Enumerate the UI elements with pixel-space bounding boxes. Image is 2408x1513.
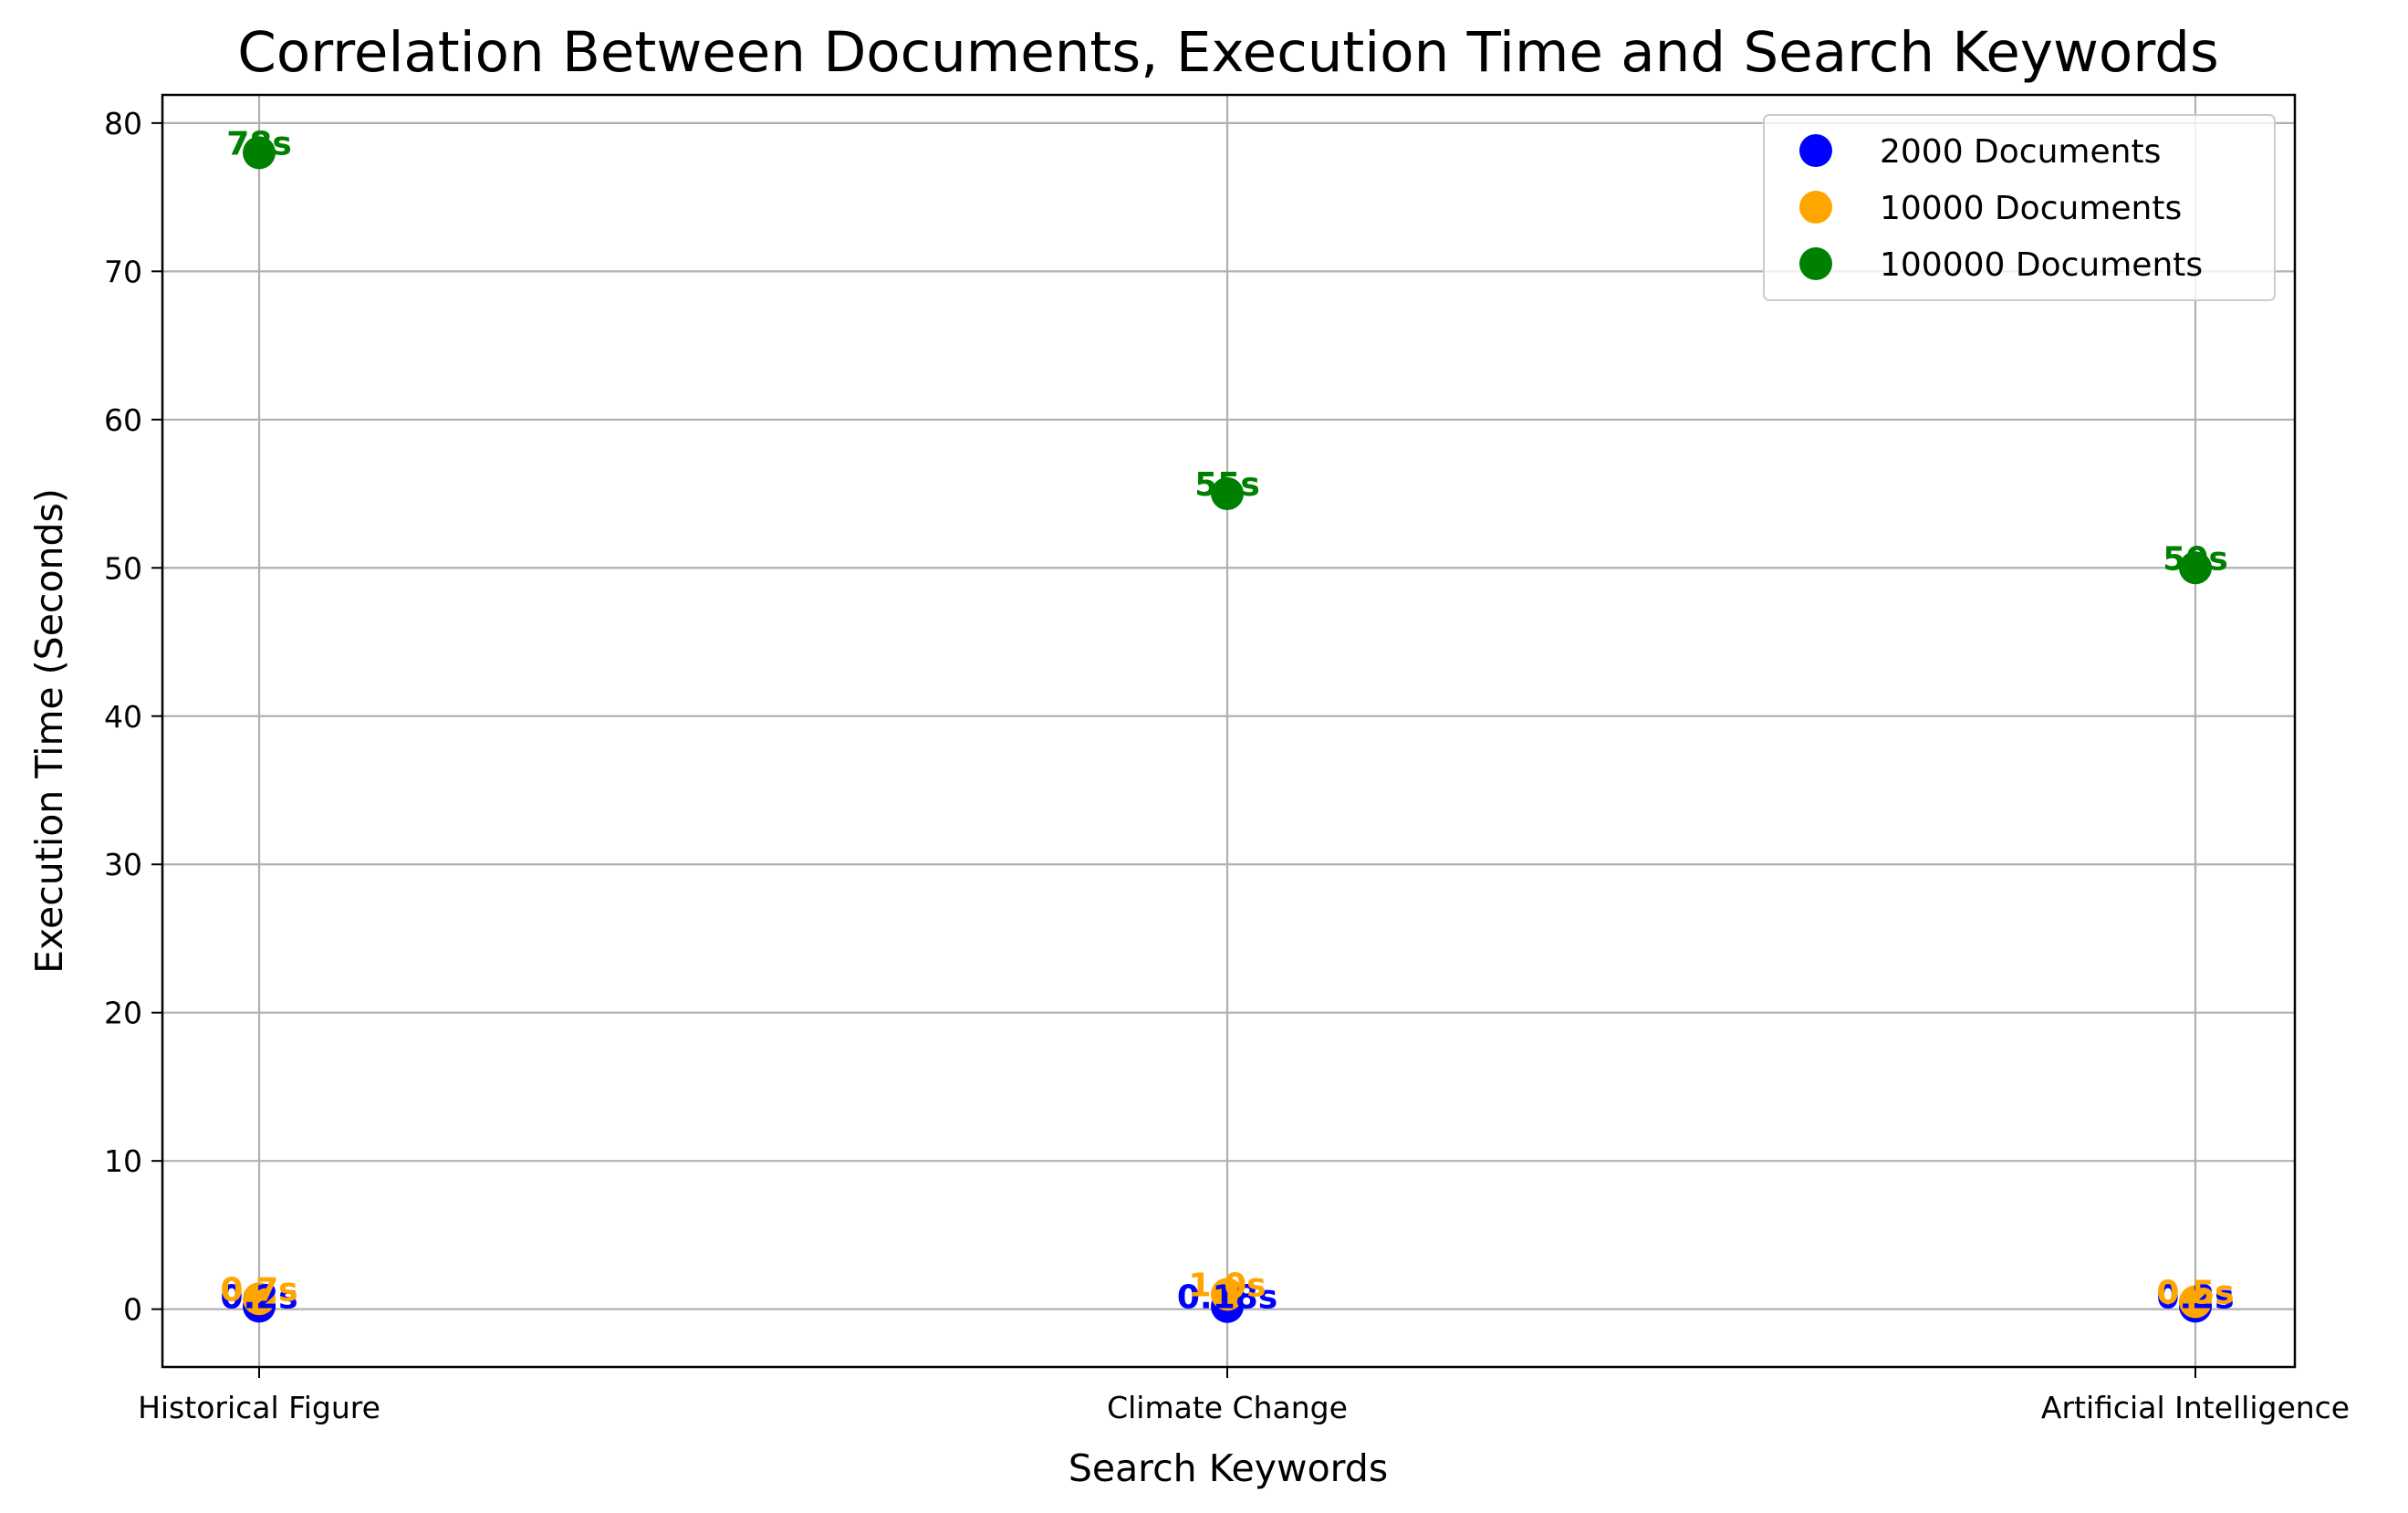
- y-tick-label: 50: [104, 550, 142, 586]
- grid: [162, 95, 2295, 1367]
- legend-marker: [1799, 191, 1832, 224]
- y-tick-label: 40: [104, 699, 142, 735]
- data-label: 0.18s: [1177, 1279, 1277, 1317]
- y-tick-label: 0: [123, 1292, 142, 1328]
- legend-label: 2000 Documents: [1880, 133, 2161, 171]
- y-tick-label: 30: [104, 847, 142, 882]
- y-tick-label: 70: [104, 254, 142, 289]
- x-tick-label: Historical Figure: [138, 1390, 380, 1425]
- data-point: [1211, 1278, 1244, 1311]
- data-label: 1.0s: [1188, 1267, 1266, 1304]
- data-label: 55s: [1194, 466, 1260, 504]
- axis-ticks: 0 10 20 30 40 50 60 70 80 Historical Figure Climat…: [104, 106, 2350, 1425]
- x-tick-label: Climate Change: [1107, 1390, 1348, 1425]
- data-label: 50s: [2163, 540, 2228, 578]
- data-point: [243, 1282, 276, 1316]
- data-point: [243, 136, 276, 170]
- y-tick-label: 10: [104, 1143, 142, 1179]
- data-label: 0.5s: [2156, 1275, 2234, 1312]
- y-tick-label: 60: [104, 402, 142, 438]
- legend-label: 100000 Documents: [1880, 246, 2203, 284]
- chart-title: Correlation Between Documents, Execution…: [237, 20, 2218, 85]
- data-points: [243, 136, 2212, 1323]
- data-label: 78s: [226, 125, 292, 162]
- y-tick-label: 80: [104, 106, 142, 141]
- data-point: [2179, 1285, 2212, 1319]
- x-axis-label: Search Keywords: [1068, 1446, 1388, 1490]
- plot-area-frame: [161, 93, 2297, 1369]
- y-tick-label: 20: [104, 996, 142, 1031]
- legend-marker: [1799, 134, 1832, 167]
- legend-label: 10000 Documents: [1880, 190, 2182, 227]
- data-point: [1211, 477, 1244, 511]
- y-axis-label: Execution Time (Seconds): [27, 488, 71, 974]
- legend-marker: [1799, 247, 1832, 280]
- data-label: 0.2s: [220, 1278, 297, 1316]
- legend: 2000 Documents 10000 Documents 100000 Docu…: [1763, 114, 2276, 301]
- x-tick-label: Artificial Intelligence: [2041, 1390, 2350, 1425]
- legend-box: [1763, 114, 2276, 301]
- data-label: 0.7s: [220, 1271, 297, 1309]
- data-label: 0.2s: [2156, 1278, 2234, 1316]
- data-point: [2179, 551, 2212, 585]
